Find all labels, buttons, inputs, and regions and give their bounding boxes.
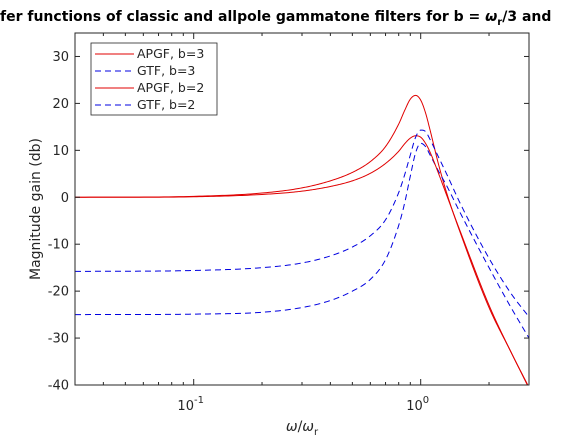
chart-title-prefix: fer functions of classic and allpole gam… — [0, 9, 485, 25]
chart-title-suffix: /3 and — [502, 9, 551, 25]
y-tick-label: -10 — [48, 238, 69, 253]
y-axis-label: Magnitude gain (db) — [28, 138, 44, 280]
chart-title-omega-sub: r — [497, 17, 502, 28]
y-tick-label: -40 — [48, 379, 69, 394]
y-tick-label: 0 — [61, 191, 69, 206]
x-tick-label: 100 — [406, 395, 429, 414]
x-tick-label: 10-1 — [177, 395, 204, 414]
y-tick-label: -30 — [48, 332, 69, 347]
legend-label-apgf-b2: APGF, b=2 — [137, 80, 204, 95]
x-axis-label-num: ω — [286, 419, 298, 435]
y-tick-label: 30 — [52, 50, 69, 65]
x-axis-label: ω/ωr — [286, 419, 319, 438]
series-line-1 — [75, 142, 529, 339]
y-axis: 30 20 10 0 -10 -20 -30 -40 — [48, 50, 529, 394]
series-line-2 — [75, 135, 529, 385]
legend-label-gtf-b3: GTF, b=3 — [137, 63, 195, 78]
legend-label-gtf-b2: GTF, b=2 — [137, 97, 195, 112]
legend-label-apgf-b3: APGF, b=3 — [137, 46, 204, 61]
y-tick-label: 10 — [52, 144, 69, 159]
x-axis-label-sep: / — [298, 419, 303, 435]
legend: APGF, b=3 GTF, b=3 APGF, b=2 GTF, b=2 — [90, 42, 218, 116]
x-axis-label-den: ω — [302, 419, 314, 435]
x-axis-label-den-sub: r — [314, 427, 319, 438]
legend-box — [90, 42, 218, 116]
chart-title: fer functions of classic and allpole gam… — [0, 9, 551, 28]
y-tick-label: 20 — [52, 97, 69, 112]
x-axis: 10-1 100 — [102, 33, 490, 414]
chart-title-omega: ω — [485, 9, 497, 25]
series-layer — [75, 94, 529, 385]
series-line-3 — [75, 129, 529, 318]
y-tick-label: -20 — [48, 285, 69, 300]
